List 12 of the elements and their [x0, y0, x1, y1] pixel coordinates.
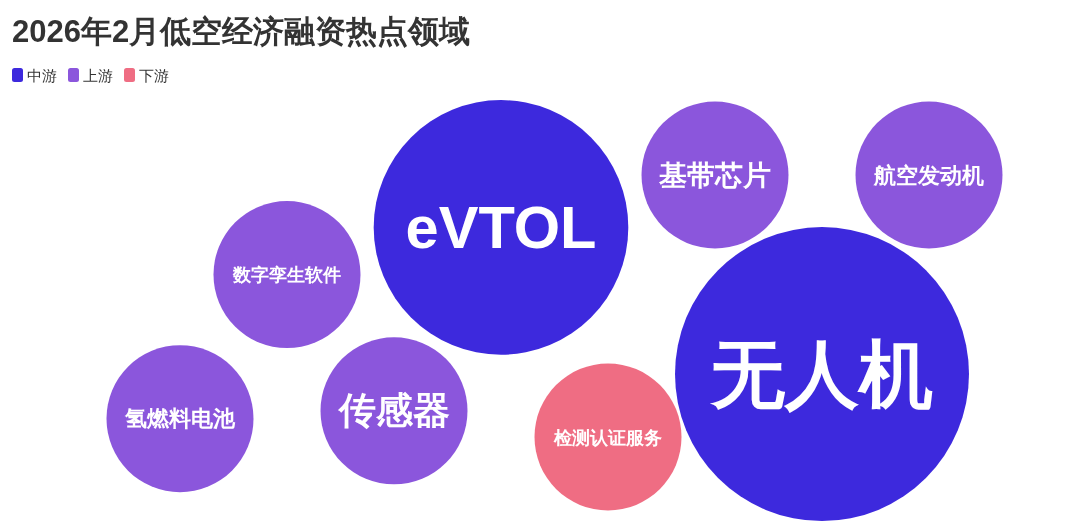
x-tick-label: 氢燃料电池	[124, 406, 236, 432]
legend-label: 上游	[83, 66, 113, 84]
x-tick-label: 传感器	[336, 390, 450, 432]
x-tick-label: 航空发动机	[873, 162, 984, 188]
x-tick-label: 检测认证服务	[553, 426, 662, 448]
x-tick-label: 数字孪生软件	[232, 264, 341, 286]
legend-label: 中游	[27, 66, 57, 84]
x-tick-label: 基带芯片	[658, 159, 771, 191]
chart-title: 2026年2月低空经济融资热点领域	[12, 14, 471, 49]
x-tick-label: eVTOL	[405, 193, 597, 261]
legend-label: 下游	[139, 66, 169, 84]
x-tick-label: 无人机	[709, 332, 933, 416]
